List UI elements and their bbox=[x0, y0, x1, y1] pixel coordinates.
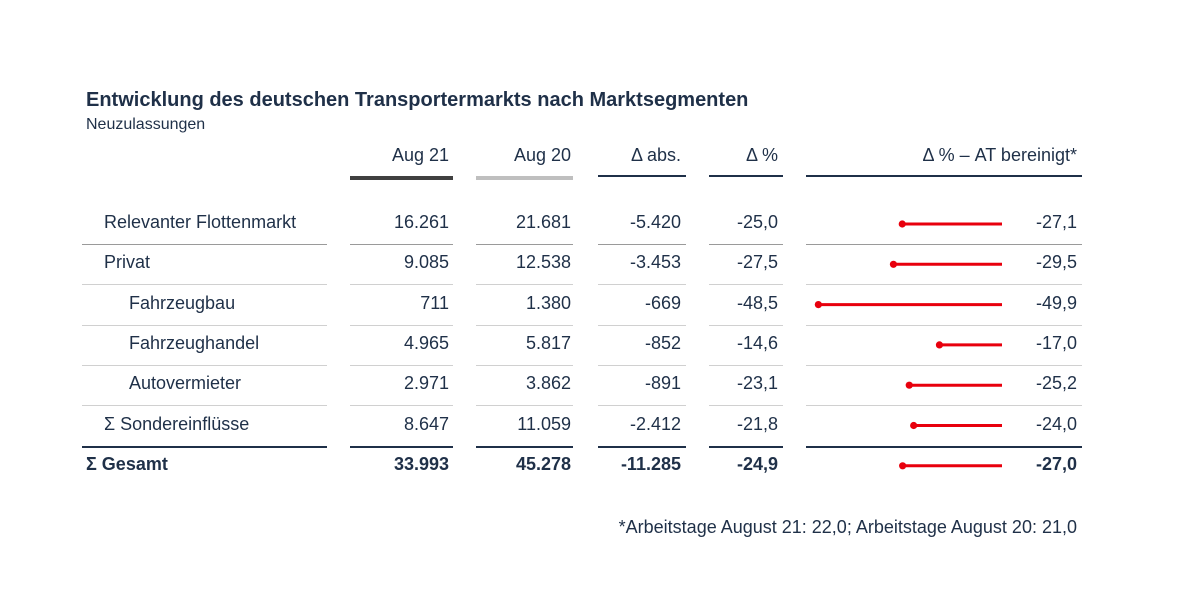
row-divider bbox=[598, 284, 686, 286]
header-aug20: Aug 20 bbox=[513, 145, 571, 165]
cell-aug20: 45.278 bbox=[515, 453, 571, 474]
row-divider bbox=[806, 445, 1082, 448]
lollipop-dot bbox=[814, 301, 822, 309]
header-underline-aug21 bbox=[350, 176, 453, 180]
row-divider bbox=[806, 244, 1082, 245]
header-aug21: Aug 21 bbox=[391, 145, 449, 165]
row-divider bbox=[350, 405, 453, 407]
row-label: Relevanter Flottenmarkt bbox=[104, 212, 297, 232]
cell-delta-pct-adj: -49,9 bbox=[1035, 292, 1077, 313]
cell-aug20: 5.817 bbox=[525, 332, 571, 353]
row-divider bbox=[476, 405, 573, 407]
cell-delta-pct-adj: -17,0 bbox=[1035, 332, 1077, 353]
lollipop-dot bbox=[905, 381, 913, 389]
cell-delta-pct-adj: -25,2 bbox=[1035, 373, 1077, 394]
cell-delta-abs: -2.412 bbox=[629, 413, 681, 434]
cell-delta-pct-adj: -27,1 bbox=[1035, 212, 1077, 232]
row-divider bbox=[598, 445, 686, 448]
cell-delta-abs: -5.420 bbox=[629, 212, 681, 232]
cell-delta-abs: -11.285 bbox=[620, 453, 681, 474]
row-divider bbox=[82, 445, 327, 448]
cell-delta-pct: -21,8 bbox=[736, 413, 778, 434]
cell-aug21: 711 bbox=[420, 292, 449, 313]
row-label: Σ Sondereinflüsse bbox=[104, 413, 250, 434]
row-divider bbox=[806, 284, 1082, 286]
row-divider bbox=[350, 284, 453, 286]
chart-title: Entwicklung des deutschen Transportermar… bbox=[86, 89, 749, 111]
cell-aug20: 1.380 bbox=[525, 292, 571, 313]
cell-aug20: 12.538 bbox=[515, 252, 571, 273]
row-divider bbox=[709, 405, 783, 407]
row-divider bbox=[476, 244, 573, 245]
row-divider bbox=[598, 324, 686, 326]
cell-aug21: 8.647 bbox=[403, 413, 449, 434]
header-underline-delta-abs bbox=[598, 175, 686, 177]
row-label: Autovermieter bbox=[129, 373, 242, 394]
row-divider bbox=[350, 244, 453, 245]
row-divider bbox=[709, 445, 783, 448]
row-divider bbox=[709, 364, 783, 366]
cell-aug21: 33.993 bbox=[393, 453, 449, 474]
lollipop-dot bbox=[910, 421, 918, 430]
row-divider bbox=[709, 244, 783, 245]
header-delta-pct-adj: Δ % – AT bereinigt* bbox=[922, 145, 1077, 165]
row-divider bbox=[598, 405, 686, 407]
cell-delta-pct: -14,6 bbox=[736, 332, 778, 353]
row-divider bbox=[82, 284, 327, 286]
lollipop-dot bbox=[899, 462, 907, 470]
row-divider bbox=[82, 324, 327, 326]
row-divider bbox=[806, 324, 1082, 326]
cell-aug21: 4.965 bbox=[403, 332, 449, 353]
row-label: Σ Gesamt bbox=[86, 453, 168, 474]
row-divider bbox=[476, 364, 573, 366]
row-divider bbox=[806, 405, 1082, 407]
row-divider bbox=[598, 364, 686, 366]
header-underline-delta-pct bbox=[709, 175, 783, 177]
cell-delta-abs: -852 bbox=[644, 332, 681, 353]
cell-delta-abs: -891 bbox=[644, 373, 681, 394]
cell-aug20: 11.059 bbox=[517, 413, 571, 434]
cell-aug21: 16.261 bbox=[393, 212, 449, 232]
row-divider bbox=[476, 445, 573, 448]
row-divider bbox=[476, 284, 573, 286]
row-divider bbox=[598, 244, 686, 245]
header-underline-aug20 bbox=[476, 176, 573, 180]
cell-delta-pct: -24,9 bbox=[736, 453, 778, 474]
row-divider bbox=[82, 364, 327, 366]
lollipop-dot bbox=[889, 260, 898, 268]
row-divider bbox=[350, 364, 453, 366]
cell-aug21: 9.085 bbox=[403, 252, 449, 273]
cell-aug20: 21.681 bbox=[515, 212, 571, 232]
cell-delta-abs: -669 bbox=[644, 292, 681, 313]
cell-delta-pct: -27,5 bbox=[736, 252, 778, 273]
header-underline-delta-pct-adj bbox=[806, 175, 1082, 177]
cell-delta-abs: -3.453 bbox=[629, 252, 681, 273]
cell-delta-pct-adj: -27,0 bbox=[1035, 453, 1077, 474]
cell-delta-pct-adj: -29,5 bbox=[1035, 252, 1077, 273]
cell-aug20: 3.862 bbox=[525, 373, 571, 394]
cell-delta-pct-adj: -24,0 bbox=[1035, 413, 1077, 434]
row-divider bbox=[350, 324, 453, 326]
row-label: Fahrzeugbau bbox=[129, 292, 236, 313]
lollipop-dot bbox=[935, 341, 944, 349]
row-divider bbox=[709, 324, 783, 326]
row-label: Privat bbox=[104, 252, 151, 273]
cell-aug21: 2.971 bbox=[403, 373, 449, 394]
row-divider bbox=[476, 324, 573, 326]
cell-delta-pct: -25,0 bbox=[736, 212, 778, 232]
chart-subtitle: Neuzulassungen bbox=[86, 116, 206, 133]
row-label: Fahrzeughandel bbox=[129, 332, 260, 353]
row-divider bbox=[82, 244, 327, 245]
header-delta-pct: Δ % bbox=[745, 145, 778, 165]
footnote: *Arbeitstage August 21: 22,0; Arbeitstag… bbox=[618, 517, 1077, 537]
cell-delta-pct: -48,5 bbox=[736, 292, 778, 313]
row-divider bbox=[806, 364, 1082, 366]
row-divider bbox=[350, 445, 453, 448]
lollipop-dot bbox=[898, 220, 906, 228]
row-divider bbox=[82, 405, 327, 407]
row-divider bbox=[709, 284, 783, 286]
header-delta-abs: Δ abs. bbox=[630, 145, 681, 165]
cell-delta-pct: -23,1 bbox=[736, 373, 778, 394]
